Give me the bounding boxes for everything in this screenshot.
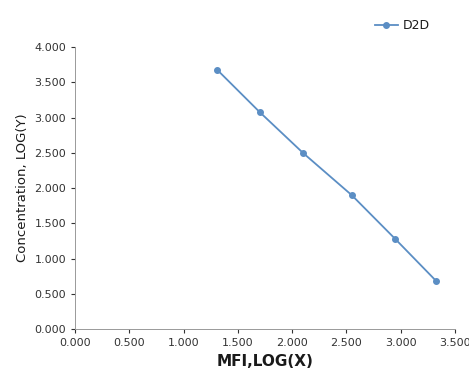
D2D [349, 193, 355, 198]
D2D [393, 237, 398, 241]
D2D [434, 279, 439, 284]
D2D [214, 67, 220, 72]
D2D [300, 151, 306, 155]
Legend: D2D: D2D [375, 20, 430, 33]
D2D [257, 110, 262, 114]
Line: D2D: D2D [214, 67, 439, 284]
Y-axis label: Concentration, LOG(Y): Concentration, LOG(Y) [15, 114, 29, 263]
X-axis label: MFI,LOG(X): MFI,LOG(X) [217, 354, 313, 369]
